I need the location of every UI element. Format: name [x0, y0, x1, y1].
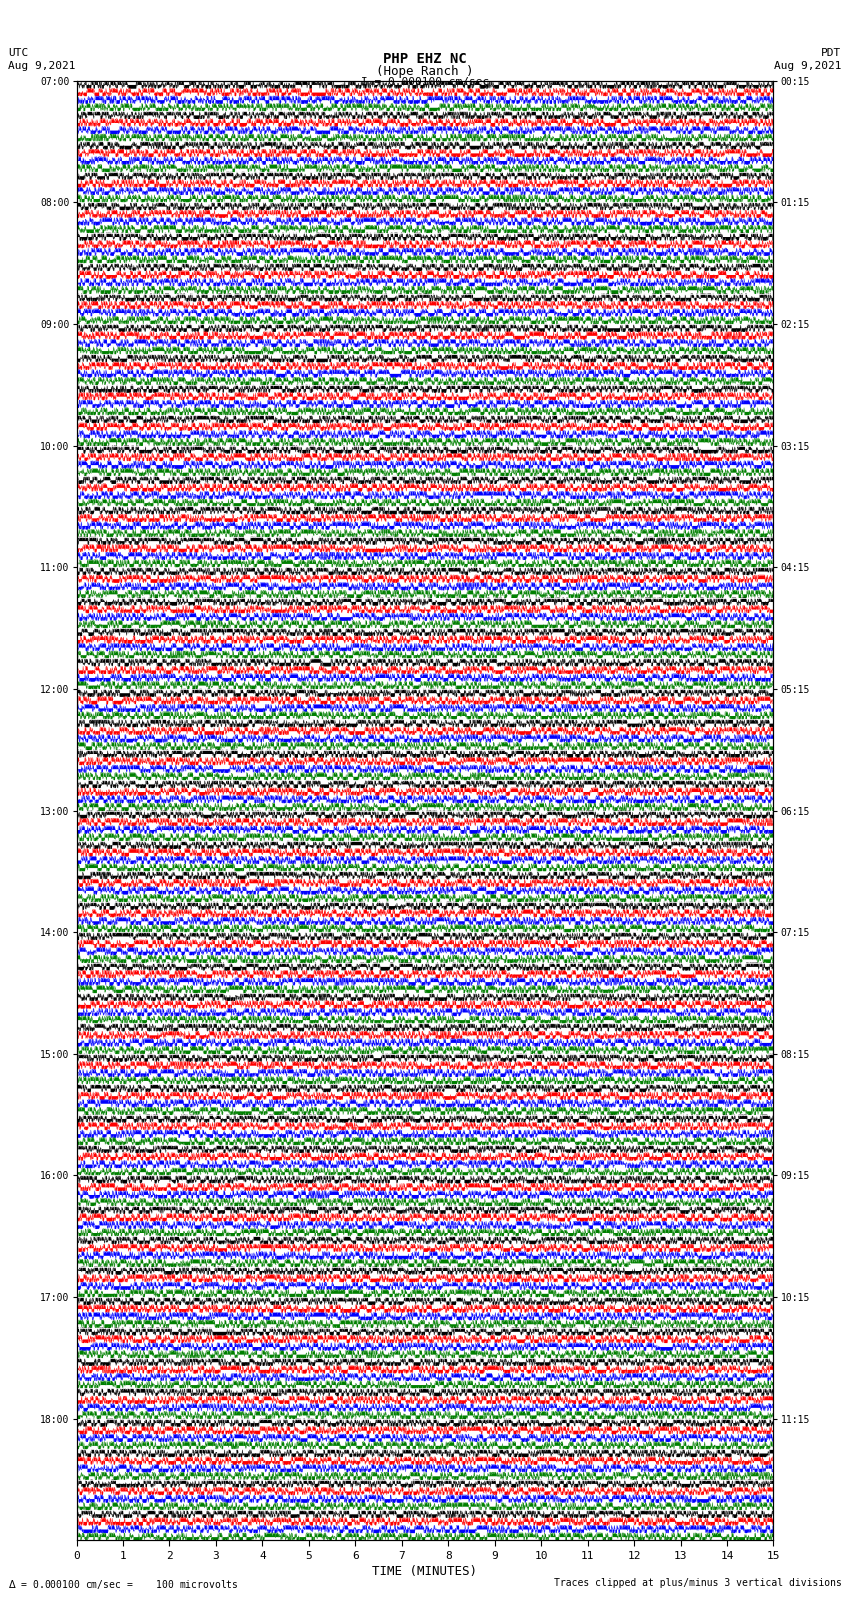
Text: PHP EHZ NC: PHP EHZ NC [383, 52, 467, 66]
Text: (Hope Ranch ): (Hope Ranch ) [377, 65, 473, 77]
Text: Aug 9,2021: Aug 9,2021 [774, 61, 842, 71]
Text: $\Delta$ = 0.000100 cm/sec =    100 microvolts: $\Delta$ = 0.000100 cm/sec = 100 microvo… [8, 1578, 239, 1590]
Text: PDT: PDT [821, 48, 842, 58]
Text: Traces clipped at plus/minus 3 vertical divisions: Traces clipped at plus/minus 3 vertical … [553, 1578, 842, 1587]
X-axis label: TIME (MINUTES): TIME (MINUTES) [372, 1565, 478, 1578]
Text: UTC: UTC [8, 48, 29, 58]
Text: Aug 9,2021: Aug 9,2021 [8, 61, 76, 71]
Text: I = 0.000100 cm/sec: I = 0.000100 cm/sec [361, 77, 489, 87]
